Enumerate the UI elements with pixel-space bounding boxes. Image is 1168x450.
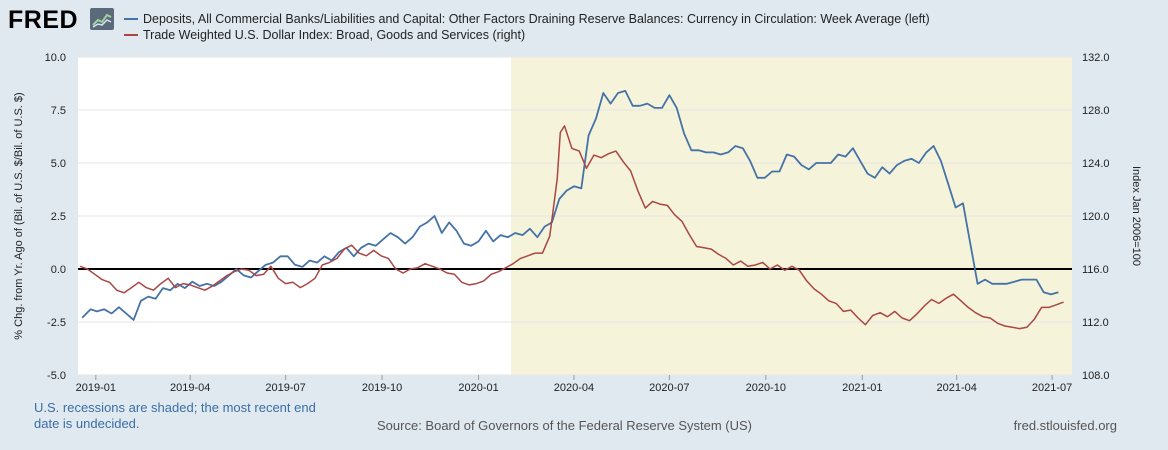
y-tick-label-right: 128.0 [1082,105,1110,117]
y-tick-label-right: 108.0 [1082,370,1110,382]
legend-swatch-blue [124,17,138,20]
fred-logo[interactable]: FRED [8,6,79,34]
y-axis-label-right: Index Jan 2006=100 [1130,166,1142,266]
x-tick-label: 2021-07 [1032,382,1072,394]
y-tick-label-left: 5.0 [51,158,66,170]
series-line-dollar-index [79,125,1064,330]
header: FRED Deposits, All Commercial Banks/Liab… [0,0,1168,50]
legend-item-left-series[interactable]: Deposits, All Commercial Banks/Liabiliti… [124,12,930,26]
fred-url[interactable]: fred.stlouisfed.org [1013,418,1117,433]
chart[interactable]: -5.0 108.0 -2.5 112.0 0.0 116.0 2.5 120.0 5.0 124… [0,0,1168,400]
source-text: Source: Board of Governors of the Federa… [377,418,752,433]
x-tick-label: 2019-10 [362,382,402,394]
x-tick-label: 2019-07 [265,382,305,394]
y-tick-label-left: -5.0 [47,370,66,382]
y-tick-label-left: 10.0 [45,52,66,64]
y-tick-label-right: 124.0 [1082,158,1110,170]
y-tick-label-right: 116.0 [1082,264,1109,276]
y-tick-label-left: -2.5 [47,317,66,329]
y-tick-label-left: 7.5 [51,105,66,117]
x-tick-label: 2020-01 [458,382,498,394]
x-tick-label: 2021-04 [936,382,976,394]
recession-note: U.S. recessions are shaded; the most rec… [34,400,316,431]
x-tick-label: 2019-01 [76,382,116,394]
y-axis-label-left: % Chg. from Yr. Ago of (Bil. of U.S. $/B… [13,92,25,339]
series-line-currency-circulation [81,90,1059,321]
legend-label-right: Trade Weighted U.S. Dollar Index: Broad,… [143,28,526,42]
x-tick-label: 2020-04 [554,382,594,394]
y-tick-label-right: 132.0 [1082,52,1110,64]
y-tick-label-right: 120.0 [1082,211,1110,223]
x-tick-label: 2021-01 [842,382,882,394]
y-tick-label-left: 0.0 [51,264,66,276]
legend-item-right-series[interactable]: Trade Weighted U.S. Dollar Index: Broad,… [124,28,525,42]
y-tick-label-left: 2.5 [51,211,66,223]
legend-swatch-red [124,33,138,36]
y-tick-label-right: 112.0 [1082,317,1109,329]
fred-logo-chart-icon [90,8,114,30]
x-tick-label: 2020-10 [746,382,786,394]
legend-label-left: Deposits, All Commercial Banks/Liabiliti… [143,12,930,26]
x-tick-label: 2019-04 [170,382,210,394]
x-tick-label: 2020-07 [649,382,689,394]
